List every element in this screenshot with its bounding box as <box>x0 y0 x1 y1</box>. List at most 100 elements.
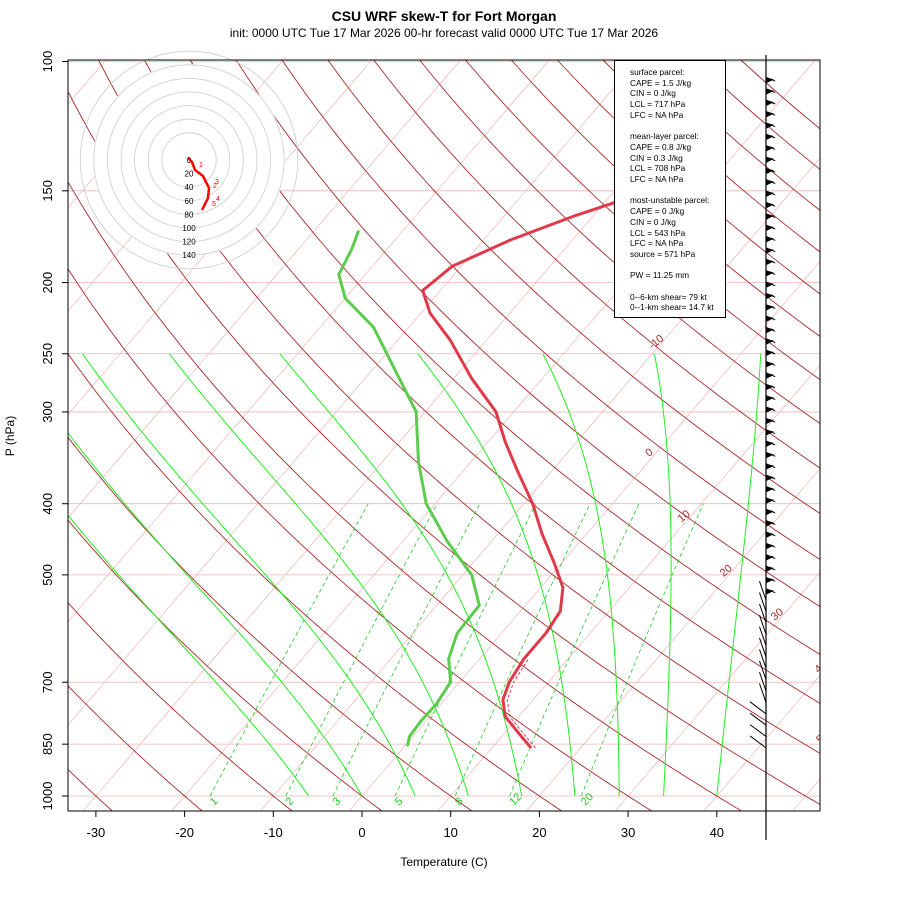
x-tick-label: 30 <box>621 825 635 840</box>
series-point-temperature <box>429 312 431 314</box>
moist-adiabat <box>417 353 576 797</box>
series-point-dewpoint <box>415 411 417 413</box>
surface-cin: CIN = 0 J/kg <box>630 88 676 99</box>
series-point-temperature <box>471 377 473 379</box>
wind-barb-flag <box>766 247 774 254</box>
y-axis-label: P (hPa) <box>3 416 17 456</box>
surface-cape: CAPE = 1.5 J/kg <box>630 77 692 88</box>
series-point-temperature <box>559 610 562 612</box>
dry-adiabat <box>419 60 820 425</box>
precipitable-water: PW = 11.25 mm <box>630 270 690 281</box>
hodograph-ring <box>161 132 217 188</box>
wind-barb-flag <box>766 156 774 163</box>
series-point-temperature <box>450 340 452 342</box>
y-tick-label: 1000 <box>40 782 55 811</box>
wind-barb <box>759 649 767 669</box>
moist-adiabat <box>653 353 672 797</box>
series-point-dewpoint <box>435 703 437 705</box>
series-point-dewpoint <box>425 503 427 505</box>
wind-barb <box>759 683 767 703</box>
dry-adiabat <box>68 768 113 811</box>
parcel-info-box: surface parcel: CAPE = 1.5 J/kg CIN = 0 … <box>614 60 726 318</box>
hodograph-ring-label: 40 <box>185 183 194 192</box>
dry-adiabat <box>189 60 820 656</box>
x-tick-label: -30 <box>87 825 106 840</box>
isotherm-line <box>526 468 820 811</box>
dry-adiabat <box>235 60 820 608</box>
isotherm-label: 50 <box>814 729 831 746</box>
wind-barb-flag <box>766 531 774 538</box>
most-unstable-header: most-unstable parcel: <box>630 195 710 206</box>
dry-adiabat <box>68 519 383 811</box>
wind-barb-flag <box>766 406 774 413</box>
surface-lfc: LFC = NA hPa <box>630 109 684 120</box>
wind-barb-flag <box>766 486 774 493</box>
dry-adiabat <box>740 60 820 130</box>
dry-adiabat <box>68 685 203 811</box>
series-point-temperature <box>553 561 555 563</box>
most-unstable-cin: CIN = 0 J/kg <box>630 216 676 227</box>
mixing-ratio-label: 20 <box>579 791 596 808</box>
series-point-temperature <box>502 699 504 701</box>
moist-adiabat <box>169 353 469 797</box>
series-point-temperature <box>504 716 506 718</box>
isotherm-line <box>703 674 820 811</box>
wind-barb-flag <box>766 134 774 141</box>
isotherm-label: 40 <box>812 659 829 676</box>
wind-barb-flag <box>766 452 774 459</box>
series-point-temperature <box>508 681 510 683</box>
series-point-dewpoint <box>358 230 360 232</box>
hodograph-ring-label: 80 <box>185 210 194 219</box>
wind-barb-flag <box>766 418 774 425</box>
wind-barb-flag <box>766 236 774 243</box>
wind-barb-flag <box>766 372 774 379</box>
wind-barb-flag <box>766 566 774 573</box>
hodograph-ring-label: 60 <box>185 197 194 206</box>
mixing-ratio-label: 12 <box>507 791 524 808</box>
wind-barb <box>759 660 767 680</box>
wind-barb-flag <box>766 509 774 516</box>
isotherm-label: 30 <box>769 606 786 623</box>
mixing-ratio-line <box>509 503 640 797</box>
mixing-ratio-line <box>454 503 591 797</box>
wind-barb <box>749 712 767 726</box>
moist-adiabat <box>716 353 762 797</box>
wind-barb <box>759 603 767 624</box>
wind-barb-flag <box>766 520 774 527</box>
wind-barb-flag <box>766 588 774 595</box>
series-point-temperature <box>562 586 564 589</box>
chart-subtitle: init: 0000 UTC Tue 17 Mar 2026 00-hr for… <box>230 26 659 40</box>
wind-barb-flag <box>766 179 774 186</box>
wind-barb <box>759 592 767 612</box>
series-point-temperature <box>516 469 518 471</box>
series-point-dewpoint <box>456 632 458 634</box>
y-tick-label: 700 <box>40 671 55 693</box>
dry-adiabat <box>68 268 653 811</box>
mixing-ratio-line <box>209 503 369 797</box>
series-point-temperature <box>541 533 543 535</box>
wind-barb <box>759 615 767 635</box>
wind-barb <box>759 581 767 601</box>
y-tick-label: 150 <box>40 180 55 202</box>
hodograph-ring-label: 20 <box>185 170 194 179</box>
wind-barb <box>759 671 767 692</box>
wind-barb-flag <box>766 327 774 334</box>
hodograph-height-label: 3 <box>215 179 219 186</box>
wind-barb-flag <box>766 316 774 323</box>
series-point-dewpoint <box>420 720 422 722</box>
wind-barb <box>759 626 767 646</box>
moist-adiabat <box>279 353 523 797</box>
x-tick-label: -20 <box>175 825 194 840</box>
isotherm-label: -10 <box>647 333 667 352</box>
series-point-temperature <box>451 265 453 267</box>
most-unstable-cape: CAPE = 0 J/kg <box>630 206 685 217</box>
hodograph-ring <box>93 64 285 256</box>
isotherm-label: 0 <box>643 446 655 459</box>
x-axis-label: Temperature (C) <box>400 855 487 869</box>
wind-barb-flag <box>766 190 774 197</box>
wind-barb-flag <box>766 463 774 470</box>
mixing-ratio-line <box>394 503 537 797</box>
mean-layer-cin: CIN = 0.3 J/kg <box>630 152 683 163</box>
